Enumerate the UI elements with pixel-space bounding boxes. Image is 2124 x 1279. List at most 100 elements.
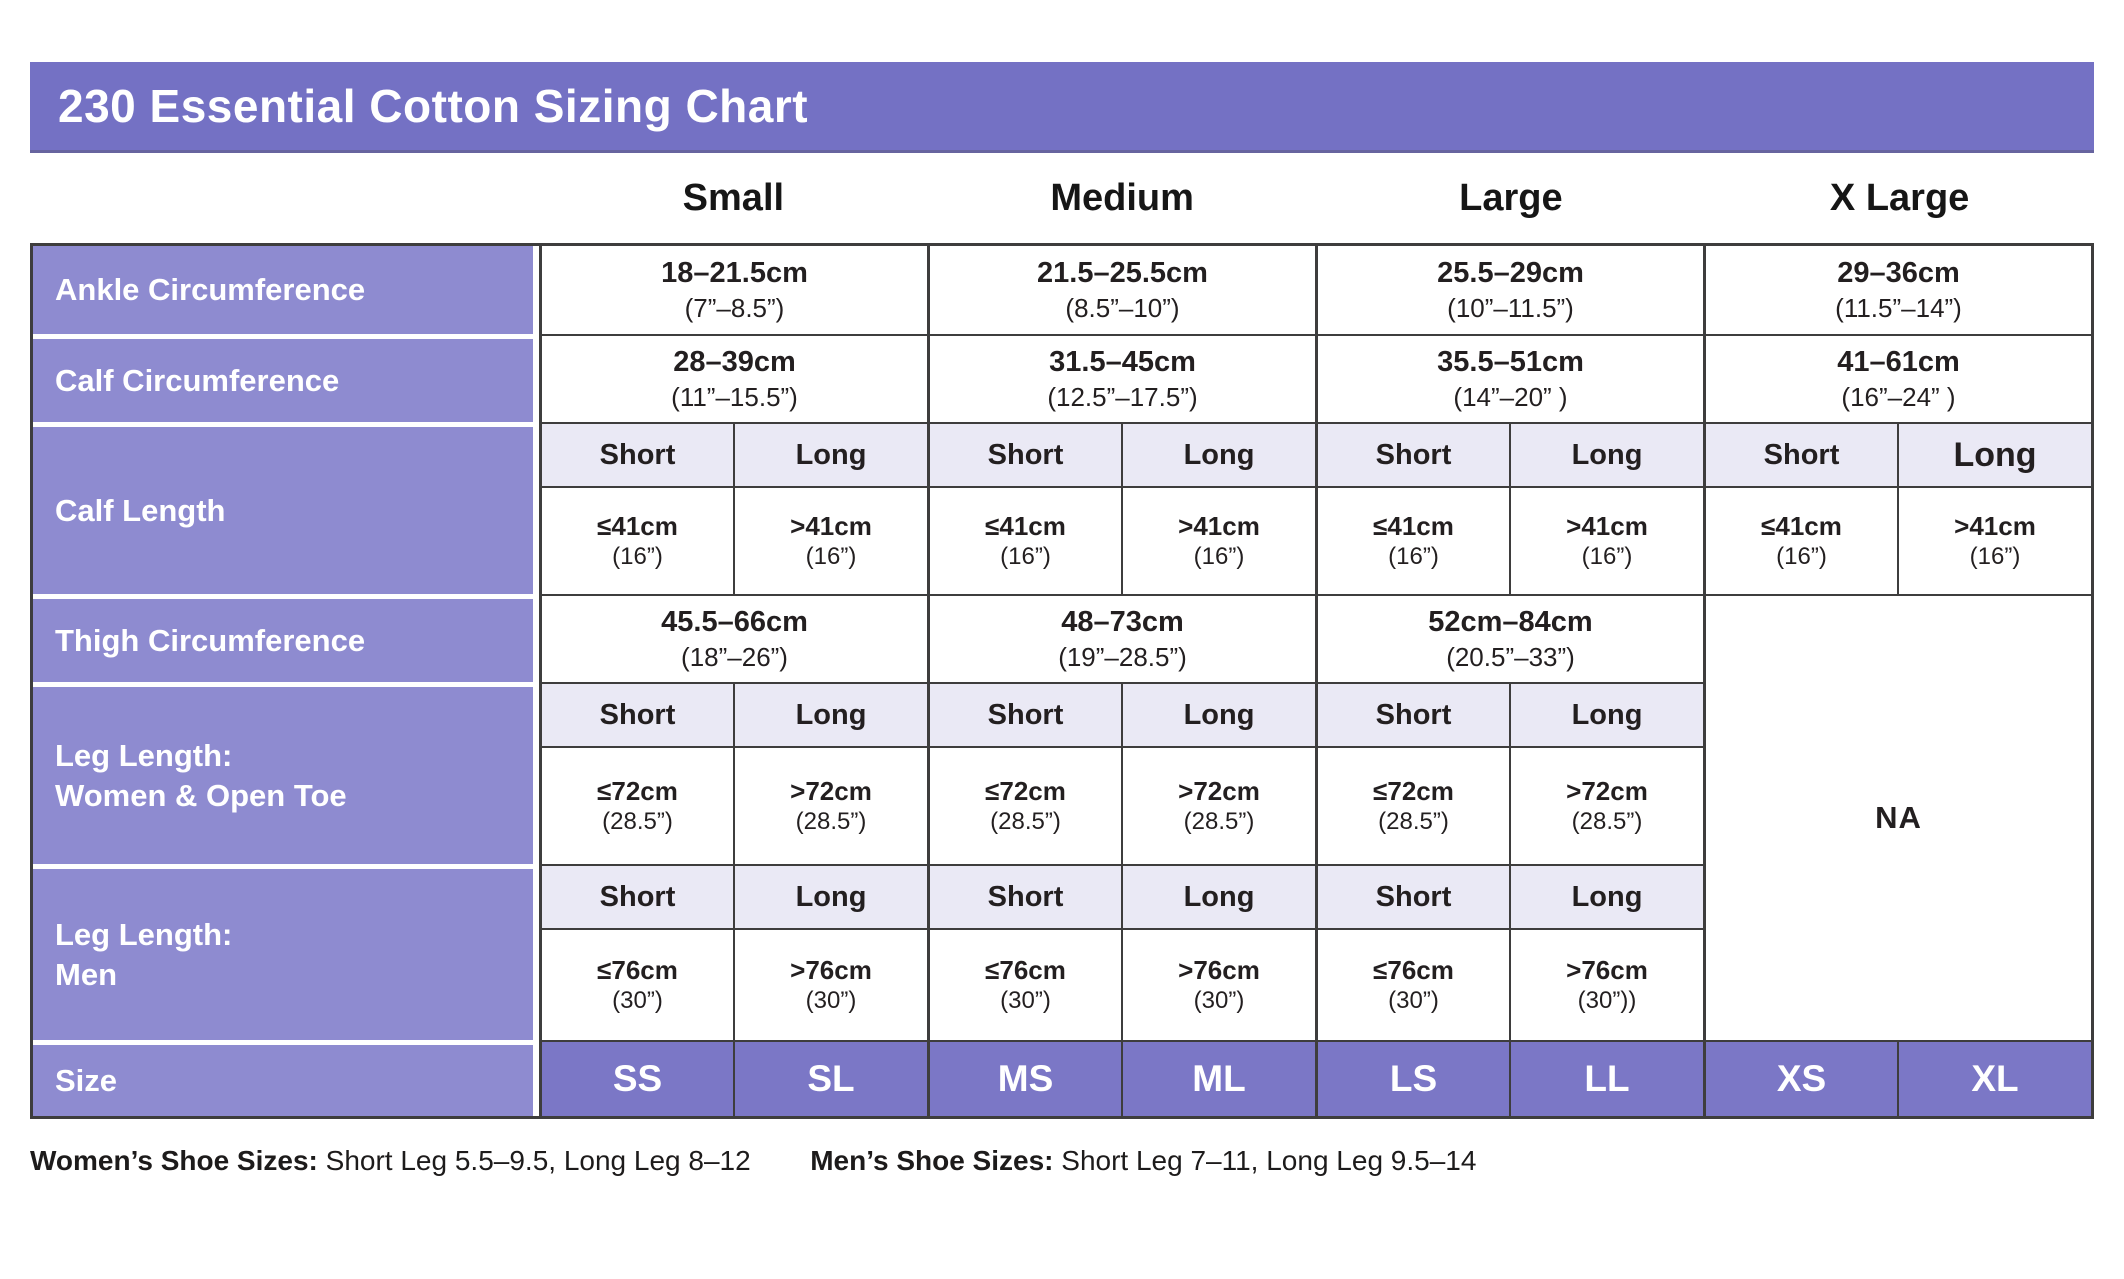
cell-leg-men-large-long: >76cm (30”)) xyxy=(1509,928,1703,1040)
row-label-leg-length-men: Leg Length: Men xyxy=(33,864,539,1040)
cell-calf-circumference-xlarge: 41–61cm (16”–24” ) xyxy=(1703,334,2091,422)
subheader-calf-medium-short: Short xyxy=(927,422,1121,486)
subheader-leg-men-large-short: Short xyxy=(1315,864,1509,928)
size-cell-sl: SL xyxy=(733,1040,927,1116)
cell-thigh-medium: 48–73cm (19”–28.5”) xyxy=(927,594,1315,682)
cm-value: 52cm–84cm xyxy=(1428,605,1593,638)
cm-value: >76cm xyxy=(790,955,872,985)
cell-calf-length-xlarge-long: >41cm (16”) xyxy=(1897,486,2091,594)
subheader-calf-small-long: Long xyxy=(733,422,927,486)
inch-value: (19”–28.5”) xyxy=(1058,641,1187,672)
cell-leg-women-small-short: ≤72cm (28.5”) xyxy=(539,746,733,864)
inch-value: (16”) xyxy=(1969,543,2021,570)
cell-calf-length-small-short: ≤41cm (16”) xyxy=(539,486,733,594)
cell-calf-circumference-small: 28–39cm (11”–15.5”) xyxy=(539,334,927,422)
row-label-ankle-circumference: Ankle Circumference xyxy=(33,246,539,334)
cell-calf-length-medium-short: ≤41cm (16”) xyxy=(927,486,1121,594)
cell-leg-men-medium-short: ≤76cm (30”) xyxy=(927,928,1121,1040)
subheader-leg-men-medium-short: Short xyxy=(927,864,1121,928)
cm-value: >41cm xyxy=(790,511,872,541)
inch-value: (8.5”–10”) xyxy=(1065,292,1180,323)
sizing-chart-page: 230 Essential Cotton Sizing Chart Small … xyxy=(0,62,2124,1177)
cm-value: >72cm xyxy=(790,776,872,806)
subheader-calf-medium-long: Long xyxy=(1121,422,1315,486)
row-label-text: Size xyxy=(55,1062,118,1098)
inch-value: (30”) xyxy=(612,987,663,1014)
cm-value: >72cm xyxy=(1566,776,1648,806)
subheader-calf-large-short: Short xyxy=(1315,422,1509,486)
cell-calf-circumference-large: 35.5–51cm (14”–20” ) xyxy=(1315,334,1703,422)
cell-leg-men-medium-long: >76cm (30”) xyxy=(1121,928,1315,1040)
row-label-leg-length-women: Leg Length: Women & Open Toe xyxy=(33,682,539,864)
subheader-leg-women-small-long: Long xyxy=(733,682,927,746)
column-header-large: Large xyxy=(1459,176,1563,219)
inch-value: (28.5”) xyxy=(990,808,1061,835)
na-value: NA xyxy=(1875,800,1922,835)
row-label-text: Thigh Circumference xyxy=(55,622,366,658)
cell-ankle-xlarge: 29–36cm (11.5”–14”) xyxy=(1703,246,2091,334)
cell-leg-women-medium-long: >72cm (28.5”) xyxy=(1121,746,1315,864)
cm-value: ≤76cm xyxy=(597,955,678,985)
cell-thigh-small: 45.5–66cm (18”–26”) xyxy=(539,594,927,682)
shoe-sizes-footnote: Women’s Shoe Sizes: Short Leg 5.5–9.5, L… xyxy=(30,1145,2094,1177)
inch-value: (20.5”–33”) xyxy=(1446,641,1575,672)
inch-value: (16”) xyxy=(1581,543,1633,570)
inch-value: (28.5”) xyxy=(795,808,867,835)
inch-value: (30”)) xyxy=(1577,987,1637,1014)
cell-calf-length-large-short: ≤41cm (16”) xyxy=(1315,486,1509,594)
row-label-text: Women & Open Toe xyxy=(55,777,347,813)
cell-leg-men-large-short: ≤76cm (30”) xyxy=(1315,928,1509,1040)
inch-value: (16”) xyxy=(805,543,857,570)
subheader-leg-women-medium-long: Long xyxy=(1121,682,1315,746)
cm-value: >72cm xyxy=(1178,776,1260,806)
inch-value: (30”) xyxy=(1388,987,1439,1014)
inch-value: (16”) xyxy=(1776,543,1827,570)
womens-shoe-sizes-value: Short Leg 5.5–9.5, Long Leg 8–12 xyxy=(325,1145,751,1176)
cm-value: 31.5–45cm xyxy=(1049,345,1196,378)
cell-leg-women-medium-short: ≤72cm (28.5”) xyxy=(927,746,1121,864)
cell-ankle-medium: 21.5–25.5cm (8.5”–10”) xyxy=(927,246,1315,334)
row-label-text: Calf Circumference xyxy=(55,362,340,398)
mens-shoe-sizes-value: Short Leg 7–11, Long Leg 9.5–14 xyxy=(1061,1145,1477,1176)
page-title: 230 Essential Cotton Sizing Chart xyxy=(58,80,809,132)
cm-value: >41cm xyxy=(1566,511,1648,541)
subheader-leg-women-medium-short: Short xyxy=(927,682,1121,746)
subheader-leg-men-large-long: Long xyxy=(1509,864,1703,928)
cm-value: 35.5–51cm xyxy=(1437,345,1584,378)
cm-value: 41–61cm xyxy=(1837,345,1960,378)
cell-calf-length-medium-long: >41cm (16”) xyxy=(1121,486,1315,594)
row-label-text: Calf Length xyxy=(55,492,226,528)
cm-value: 18–21.5cm xyxy=(661,256,808,289)
cell-ankle-small: 18–21.5cm (7”–8.5”) xyxy=(539,246,927,334)
subheader-leg-men-small-long: Long xyxy=(733,864,927,928)
cm-value: >76cm xyxy=(1178,955,1260,985)
cm-value: >41cm xyxy=(1178,511,1260,541)
size-cell-ll: LL xyxy=(1509,1040,1703,1116)
inch-value: (28.5”) xyxy=(1183,808,1255,835)
inch-value: (7”–8.5”) xyxy=(684,292,785,323)
inch-value: (28.5”) xyxy=(602,808,673,835)
cm-value: >41cm xyxy=(1954,511,2036,541)
inch-value: (30”) xyxy=(1000,987,1051,1014)
cell-leg-men-small-long: >76cm (30”) xyxy=(733,928,927,1040)
subheader-leg-women-large-long: Long xyxy=(1509,682,1703,746)
cm-value: ≤72cm xyxy=(597,776,678,806)
cell-ankle-large: 25.5–29cm (10”–11.5”) xyxy=(1315,246,1703,334)
title-bar: 230 Essential Cotton Sizing Chart xyxy=(30,62,2094,153)
subheader-leg-women-small-short: Short xyxy=(539,682,733,746)
cm-value: ≤72cm xyxy=(1373,776,1454,806)
row-label-calf-length: Calf Length xyxy=(33,422,539,594)
cm-value: 28–39cm xyxy=(673,345,796,378)
subheader-calf-xlarge-long: Long xyxy=(1897,422,2091,486)
row-label-text: Leg Length: xyxy=(55,737,233,773)
cm-value: 21.5–25.5cm xyxy=(1037,256,1208,289)
cm-value: ≤41cm xyxy=(1761,511,1842,541)
inch-value: (11.5”–14”) xyxy=(1835,292,1962,323)
row-label-text: Leg Length: xyxy=(55,916,233,952)
size-cell-ss: SS xyxy=(539,1040,733,1116)
cm-value: 25.5–29cm xyxy=(1437,256,1584,289)
row-label-thigh-circumference: Thigh Circumference xyxy=(33,594,539,682)
cm-value: ≤72cm xyxy=(985,776,1066,806)
row-label-size: Size xyxy=(33,1040,539,1116)
cell-leg-women-large-short: ≤72cm (28.5”) xyxy=(1315,746,1509,864)
